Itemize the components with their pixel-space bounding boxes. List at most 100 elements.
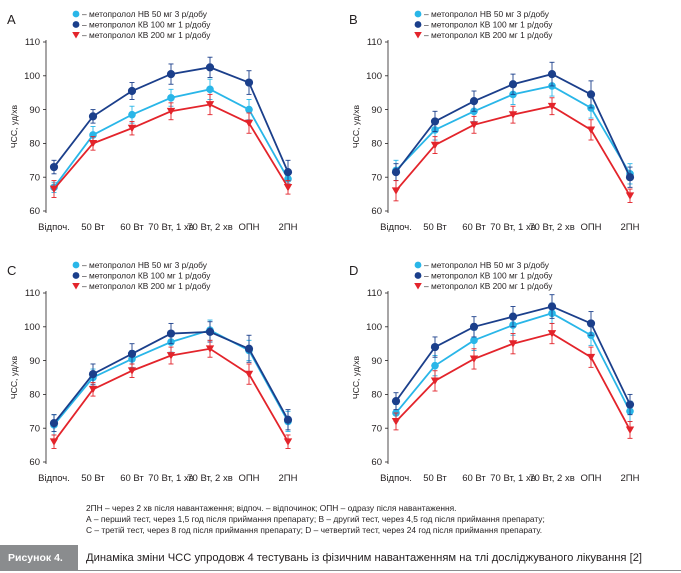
data-point xyxy=(625,192,635,200)
footnote-line: С – третій тест, через 8 год після прийм… xyxy=(86,525,543,536)
y-tick-label: 100 xyxy=(24,322,40,333)
data-point xyxy=(586,126,596,134)
data-point xyxy=(49,419,59,428)
legend-marker xyxy=(72,10,80,18)
y-tick-label: 70 xyxy=(29,172,40,183)
caption-text: Динаміка зміни ЧСС упродовж 4 тестувань … xyxy=(86,552,643,564)
data-point xyxy=(49,162,59,172)
x-tick-label: 60 Вт xyxy=(462,473,486,484)
legend-label: – метопролол КВ 200 мг 1 р/добу xyxy=(424,30,553,40)
legend-label: – метопролол НВ 50 мг 3 р/добу xyxy=(82,9,208,19)
x-tick-label: Відпоч. xyxy=(380,222,412,233)
data-point xyxy=(391,168,401,177)
y-tick-label: 60 xyxy=(371,457,382,468)
x-tick-label: ОПН xyxy=(580,473,601,484)
x-tick-label: ОПН xyxy=(238,473,259,484)
legend-marker xyxy=(72,283,80,290)
x-tick-label: Відпоч. xyxy=(38,473,70,484)
data-point xyxy=(244,78,254,87)
footnotes: 2ПН – через 2 хв після навантаження; від… xyxy=(86,503,545,537)
x-tick-label: 50 Вт xyxy=(423,473,447,484)
chart-panel: C – метопролол НВ 50 мг 3 р/добу– метопро… xyxy=(7,260,298,484)
data-point xyxy=(167,93,175,102)
legend-marker xyxy=(414,10,422,18)
y-tick-label: 60 xyxy=(29,457,40,468)
legend-marker xyxy=(414,32,422,39)
x-tick-label: 60 Вт xyxy=(120,222,144,233)
caption-label: Рисунок 4. xyxy=(0,545,78,571)
data-point xyxy=(245,105,253,114)
y-tick-label: 100 xyxy=(366,71,382,82)
y-tick-label: 80 xyxy=(371,139,382,150)
y-tick-label: 70 xyxy=(371,172,382,183)
panel-label: D xyxy=(349,263,358,278)
data-point xyxy=(547,102,557,111)
data-point xyxy=(166,352,176,360)
data-point xyxy=(547,330,557,338)
data-point xyxy=(625,426,635,434)
legend-marker xyxy=(72,261,80,269)
y-tick-label: 90 xyxy=(29,356,40,367)
data-point xyxy=(283,183,293,192)
y-tick-label: 100 xyxy=(24,71,40,82)
data-point xyxy=(283,438,293,446)
legend-label: – метопролол КВ 100 мг 1 р/добу xyxy=(424,20,553,30)
data-point xyxy=(205,345,215,353)
y-tick-label: 80 xyxy=(371,390,382,401)
y-tick-label: 60 xyxy=(371,206,382,217)
chart-panel: D – метопролол НВ 50 мг 3 р/добу– метопро… xyxy=(349,260,640,484)
legend-marker xyxy=(414,283,422,290)
x-tick-label: 70 Вт, 2 хв xyxy=(187,473,233,484)
data-point xyxy=(470,336,478,345)
caption-divider xyxy=(78,570,681,571)
data-point xyxy=(205,101,215,109)
data-point xyxy=(166,70,176,79)
y-tick-label: 110 xyxy=(367,37,382,48)
legend-label: – метопролол КВ 100 мг 1 р/добу xyxy=(424,271,553,281)
y-tick-label: 90 xyxy=(29,105,40,116)
data-point xyxy=(508,340,518,348)
x-tick-label: Відпоч. xyxy=(38,222,70,233)
data-point xyxy=(88,140,98,148)
legend-label: – метопролол КВ 200 мг 1 р/добу xyxy=(424,281,553,291)
data-point xyxy=(283,168,293,177)
data-point xyxy=(166,107,176,116)
legend-marker xyxy=(72,21,80,28)
legend-label: – метопролол НВ 50 мг 3 р/добу xyxy=(424,9,550,19)
data-point xyxy=(88,385,98,394)
y-tick-label: 60 xyxy=(29,206,40,217)
x-tick-label: ОПН xyxy=(580,222,601,233)
data-point xyxy=(547,70,557,79)
data-point xyxy=(391,418,401,426)
data-point xyxy=(469,121,479,129)
x-tick-label: 70 Вт, 1 хв xyxy=(148,473,194,484)
data-point xyxy=(127,86,137,96)
data-point xyxy=(391,397,401,406)
x-tick-label: 70 Вт, 1 хв xyxy=(490,473,536,484)
data-point xyxy=(625,400,635,409)
legend-label: – метопролол КВ 200 мг 1 р/добу xyxy=(82,30,211,40)
legend-label: – метопролол НВ 50 мг 3 р/добу xyxy=(424,260,550,270)
y-tick-label: 110 xyxy=(25,288,40,299)
legend-label: – метопролол КВ 100 мг 1 р/добу xyxy=(82,20,211,30)
figure-caption: Рисунок 4. Динаміка зміни ЧСС упродовж 4… xyxy=(0,545,681,571)
legend-label: – метопролол КВ 100 мг 1 р/добу xyxy=(82,271,211,281)
x-tick-label: 2ПН xyxy=(279,473,298,484)
data-point xyxy=(88,112,98,121)
x-tick-label: 70 Вт, 2 хв xyxy=(187,222,233,233)
y-tick-label: 70 xyxy=(29,423,40,434)
data-point xyxy=(469,322,479,331)
panel-label: B xyxy=(349,12,358,27)
x-tick-label: 50 Вт xyxy=(81,222,105,233)
data-point xyxy=(283,415,293,424)
chart-panel: A – метопролол НВ 50 мг 3 р/добу– метопро… xyxy=(7,9,298,233)
data-point xyxy=(430,342,440,352)
legend-marker xyxy=(72,32,80,39)
data-point xyxy=(49,438,59,446)
chart-panel: B – метопролол НВ 50 мг 3 р/добу– метопро… xyxy=(349,9,640,233)
data-point xyxy=(431,361,439,370)
data-point xyxy=(128,110,136,119)
data-point xyxy=(586,353,596,362)
x-tick-label: 70 Вт, 1 хв xyxy=(148,222,194,233)
y-tick-label: 70 xyxy=(371,423,382,434)
